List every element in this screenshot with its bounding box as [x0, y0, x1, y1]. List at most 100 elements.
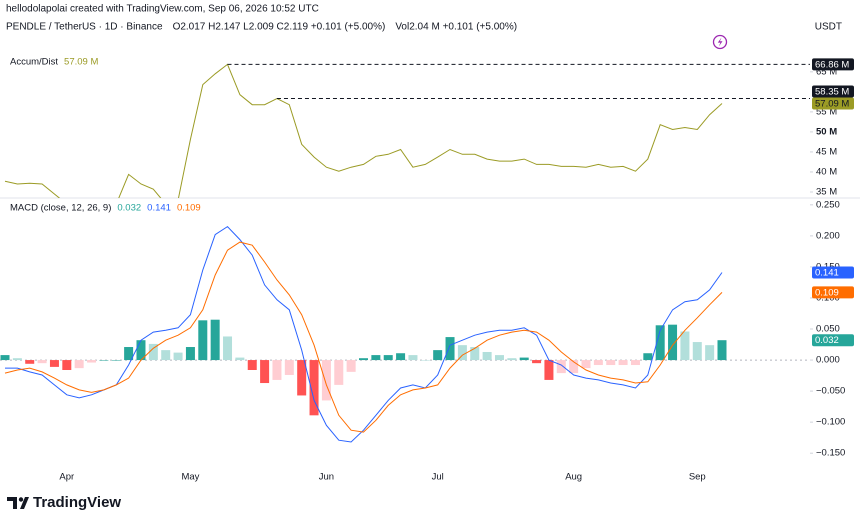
histogram-bar [519, 357, 529, 361]
last-value-label: 0.032 [815, 335, 839, 346]
legend-value: 0.109 [177, 203, 201, 214]
histogram-bar [321, 360, 331, 401]
x-tick-label: May [181, 472, 199, 483]
histogram-bar [0, 355, 10, 361]
histogram-bar [359, 358, 368, 361]
histogram-bar [470, 347, 480, 361]
histogram-bar [12, 358, 22, 361]
legend-name: Accum/Dist [10, 57, 58, 68]
histogram-bar [111, 360, 121, 361]
alert-circle [712, 34, 728, 50]
last-value-label-box [812, 266, 854, 279]
y-tick-label: 35 M [816, 187, 837, 198]
y-tick-label: 0.200 [816, 230, 840, 241]
histogram-bar [99, 360, 109, 361]
histogram-bar [618, 360, 628, 366]
macd-plot [0, 225, 810, 443]
currency: USDT [815, 22, 842, 33]
histogram-bar [173, 352, 183, 361]
histogram-bar [396, 353, 406, 361]
histogram-bar [569, 360, 579, 374]
histogram-bar [247, 360, 257, 370]
last-value-label: 0.141 [815, 268, 839, 279]
histogram-bar [544, 360, 554, 380]
ohlc: O2.017 H2.147 L2.009 C2.119 +0.101 (+5.0… [173, 22, 386, 33]
x-tick-label: Sep [689, 472, 706, 483]
level-label: 66.86 M [815, 59, 849, 70]
byline: hellodolapolai created with TradingView.… [6, 4, 319, 15]
volume: Vol2.04 M +0.101 (+5.00%) [395, 22, 517, 33]
histogram-bar [25, 360, 35, 364]
histogram-bar [581, 360, 591, 369]
histogram-bar [371, 355, 381, 361]
brand-logo [7, 497, 29, 509]
histogram-bar [445, 337, 455, 361]
histogram-bar [408, 355, 418, 361]
histogram-bar [223, 336, 233, 361]
histogram-bar [494, 355, 504, 361]
histogram-bar [136, 340, 146, 361]
legend-value: 57.09 M [64, 57, 98, 68]
last-value-label-box [812, 334, 854, 347]
histogram-bar [717, 340, 727, 361]
y-tick-label: 55 M [816, 106, 837, 117]
histogram-bar [309, 360, 319, 416]
histogram-bar [272, 360, 282, 380]
y-tick-label: 0.250 [816, 199, 840, 210]
histogram-bar [346, 360, 356, 372]
histogram-bar [532, 360, 542, 364]
histogram-bar [593, 360, 603, 366]
y-tick-label: 0.050 [816, 324, 840, 335]
x-tick-label: Jun [319, 472, 334, 483]
level-label-box [812, 85, 854, 98]
histogram-bar [284, 360, 294, 375]
histogram-bar [482, 351, 492, 361]
histogram-bar [62, 360, 72, 370]
histogram-bar [185, 347, 195, 361]
histogram-bar [655, 325, 665, 361]
histogram-bar [556, 360, 566, 374]
ad-plot [4, 63, 723, 198]
level-label-box [812, 58, 854, 71]
histogram-bar [692, 342, 702, 361]
alert-icon[interactable] [712, 34, 728, 50]
histogram-bar [87, 360, 97, 363]
last-value-label: 0.109 [815, 287, 839, 298]
brand-name: TradingView [33, 494, 121, 511]
histogram-bar [260, 360, 270, 384]
histogram-bar [124, 347, 134, 361]
macd-line [4, 241, 723, 433]
y-tick-label: −0.150 [816, 448, 845, 459]
histogram-bar [297, 360, 307, 396]
alert-bolt [717, 37, 723, 47]
level-label: 58.35 M [815, 87, 849, 98]
histogram-bar [198, 320, 208, 361]
histogram-bar [37, 360, 47, 364]
x-tick-label: Apr [59, 472, 74, 483]
histogram-bar [334, 360, 344, 385]
histogram-bar [606, 360, 616, 366]
histogram-bar [457, 345, 467, 361]
histogram-bar [161, 350, 171, 361]
histogram-bar [433, 350, 443, 361]
histogram-bar [148, 343, 158, 361]
last-value-label: 57.09 M [815, 99, 849, 110]
x-tick-label: Aug [565, 472, 582, 483]
ad-line [4, 63, 723, 198]
legend-title: MACD (close, 12, 26, 9) [10, 203, 111, 214]
x-tick-label: Jul [432, 472, 444, 483]
histogram-bar [49, 360, 59, 367]
histogram-bar [420, 360, 430, 361]
histogram-bar [705, 345, 715, 361]
histogram-bar [74, 360, 84, 369]
histogram-bar [668, 324, 678, 361]
y-tick-label: 50 M [816, 126, 837, 137]
histogram-bar [680, 331, 690, 361]
last-value-label-box [812, 97, 854, 110]
legend-value: 0.032 [117, 203, 141, 214]
last-value-label-box [812, 286, 854, 299]
histogram-bar [630, 360, 640, 366]
y-tick-label: −0.050 [816, 386, 845, 397]
y-tick-label: −0.100 [816, 417, 845, 428]
